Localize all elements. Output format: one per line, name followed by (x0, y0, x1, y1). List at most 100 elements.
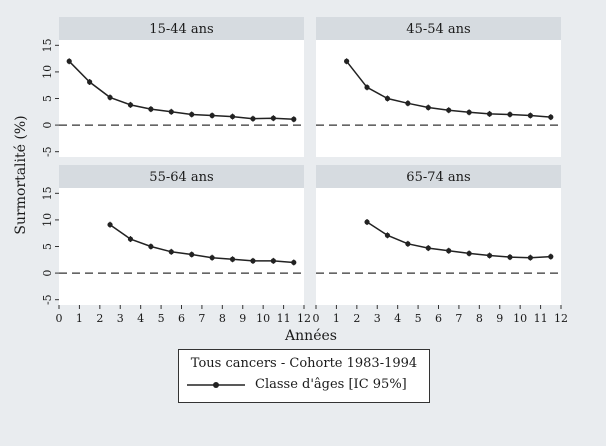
data-point (486, 252, 493, 259)
legend-line-marker-icon (187, 381, 245, 388)
y-tick-label: -5 (41, 146, 54, 157)
data-point (270, 258, 276, 264)
x-tick-label: 4 (394, 312, 401, 325)
data-point (168, 249, 174, 255)
data-point (344, 58, 350, 64)
data-point (446, 107, 452, 113)
data-point (148, 243, 154, 250)
x-tick-label: 3 (117, 312, 124, 325)
data-point (66, 58, 72, 64)
y-tick-label: 10 (41, 213, 54, 227)
panel-title: 15-44 ans (149, 22, 213, 37)
y-tick-label: -5 (41, 294, 54, 305)
x-tick-label: 5 (415, 312, 422, 325)
y-tick-label: 5 (41, 95, 54, 102)
y-tick-label: 0 (41, 122, 54, 129)
panels-layer: 15-44 ans 45-54 ans 55-64 ans 65-74 ans (59, 17, 561, 305)
legend-item-label: Classe d'âges [IC 95%] (255, 377, 407, 392)
data-point (405, 241, 411, 247)
x-tick-label: 5 (158, 312, 165, 325)
data-point (364, 219, 370, 225)
panel-strip (59, 17, 304, 40)
x-axis-label: Années (284, 328, 337, 344)
data-point (548, 114, 554, 120)
x-tick-label: 11 (277, 312, 291, 325)
x-tick-label: 9 (496, 312, 503, 325)
data-point (548, 254, 554, 260)
data-point (107, 94, 113, 101)
data-point (486, 111, 493, 117)
x-tick-label: 2 (353, 312, 360, 325)
x-tick-label: 9 (239, 312, 246, 325)
data-point (384, 232, 391, 238)
data-point (425, 245, 431, 251)
x-tick-label: 12 (554, 312, 568, 325)
x-tick-label: 7 (455, 312, 462, 325)
x-tick-label: 7 (198, 312, 205, 325)
data-point (291, 116, 297, 122)
legend: Tous cancers - Cohorte 1983-1994 Classe … (178, 349, 430, 403)
data-point (250, 258, 256, 264)
x-tick-label: 8 (219, 312, 226, 325)
data-point (270, 115, 276, 121)
plot-area (59, 188, 304, 305)
data-point (189, 111, 195, 118)
data-point (527, 255, 533, 261)
data-point (384, 95, 391, 102)
legend-title: Tous cancers - Cohorte 1983-1994 (190, 356, 418, 371)
y-tick-label: 15 (41, 186, 54, 200)
data-point (405, 100, 411, 106)
x-tick-label: 2 (96, 312, 103, 325)
data-point (209, 112, 215, 119)
plot-area (316, 188, 561, 305)
data-point (507, 111, 513, 118)
x-tick-label: 4 (137, 312, 144, 325)
data-point (229, 256, 236, 262)
series-line (68, 60, 294, 120)
panel-title: 45-54 ans (406, 22, 470, 37)
x-tick-label: 1 (333, 312, 340, 325)
data-point (527, 112, 533, 119)
panel-strip (316, 165, 561, 188)
y-axis-label: Surmortalité (%) (13, 115, 29, 234)
x-tick-label: 10 (256, 312, 270, 325)
panel-4: 65-74 ans (316, 165, 561, 305)
y-tick-label: 10 (41, 65, 54, 79)
x-tick-label: 10 (513, 312, 527, 325)
data-point (446, 248, 452, 254)
data-point (291, 259, 297, 266)
data-point (209, 255, 215, 261)
x-tick-label: 0 (56, 312, 63, 325)
x-tick-label: 8 (476, 312, 483, 325)
data-point (87, 79, 93, 85)
x-tick-label: 11 (534, 312, 548, 325)
x-tick-label: 6 (178, 312, 185, 325)
data-point (425, 104, 431, 111)
x-tick-label: 6 (435, 312, 442, 325)
data-point (107, 222, 113, 228)
y-tick-label: 5 (41, 243, 54, 250)
panel-1: 15-44 ans (59, 17, 304, 157)
data-point (127, 102, 134, 108)
data-point (229, 113, 236, 120)
y-tick-label: 0 (41, 270, 54, 277)
data-point (364, 84, 370, 90)
data-point (466, 250, 472, 257)
panel-2: 45-54 ans (316, 17, 561, 157)
x-tick-label: 0 (313, 312, 320, 325)
x-tick-label: 3 (374, 312, 381, 325)
panel-strip (59, 165, 304, 188)
data-point (148, 106, 154, 112)
panel-3: 55-64 ans (59, 165, 304, 305)
data-point (127, 236, 134, 242)
data-point (250, 116, 256, 122)
series-line (109, 224, 294, 264)
plot-area (316, 40, 561, 157)
series-line (366, 221, 551, 259)
panel-title: 55-64 ans (149, 170, 213, 185)
legend-item: Classe d'âges [IC 95%] (185, 377, 407, 392)
y-tick-label: 15 (41, 38, 54, 52)
panel-strip (316, 17, 561, 40)
